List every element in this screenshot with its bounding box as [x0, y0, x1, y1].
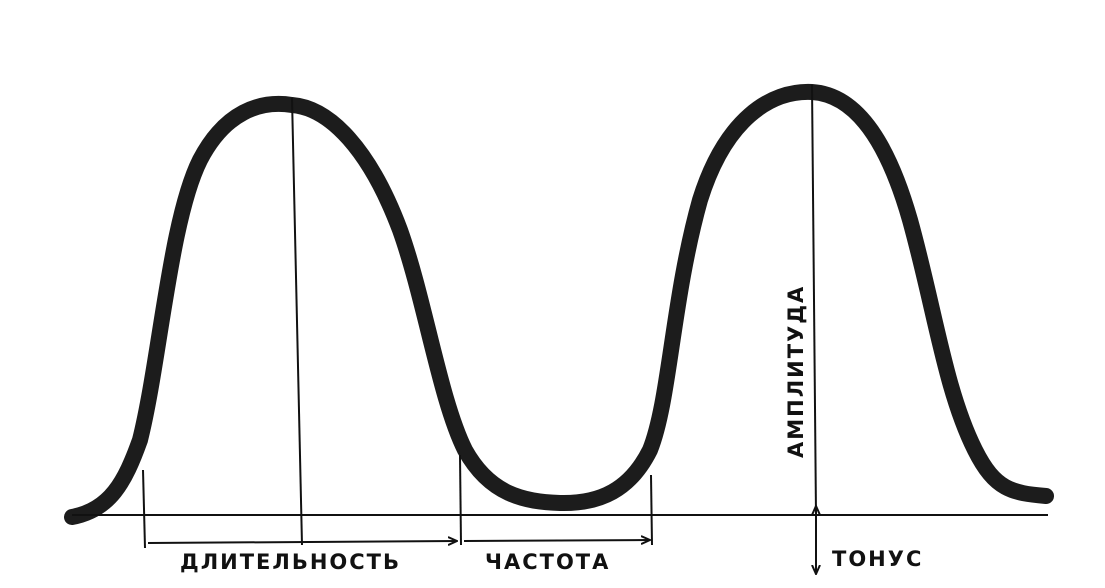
- amplitude-line: [811, 84, 817, 516]
- duration-arrow: [147, 541, 457, 543]
- amplitude-label: АМПЛИТУДА: [784, 285, 808, 458]
- frequency-label: ЧАСТОТА: [485, 550, 610, 574]
- wave-curve: [64, 83, 1054, 525]
- tone-label: ТОНУС: [832, 547, 923, 571]
- duration-label: ДЛИТЕЛЬНОСТЬ: [180, 550, 401, 574]
- bracket-right: [650, 474, 653, 546]
- bracket-mid: [459, 454, 462, 546]
- frequency-arrow: [463, 540, 650, 541]
- bracket-left: [142, 469, 146, 549]
- peak-line: [291, 97, 303, 546]
